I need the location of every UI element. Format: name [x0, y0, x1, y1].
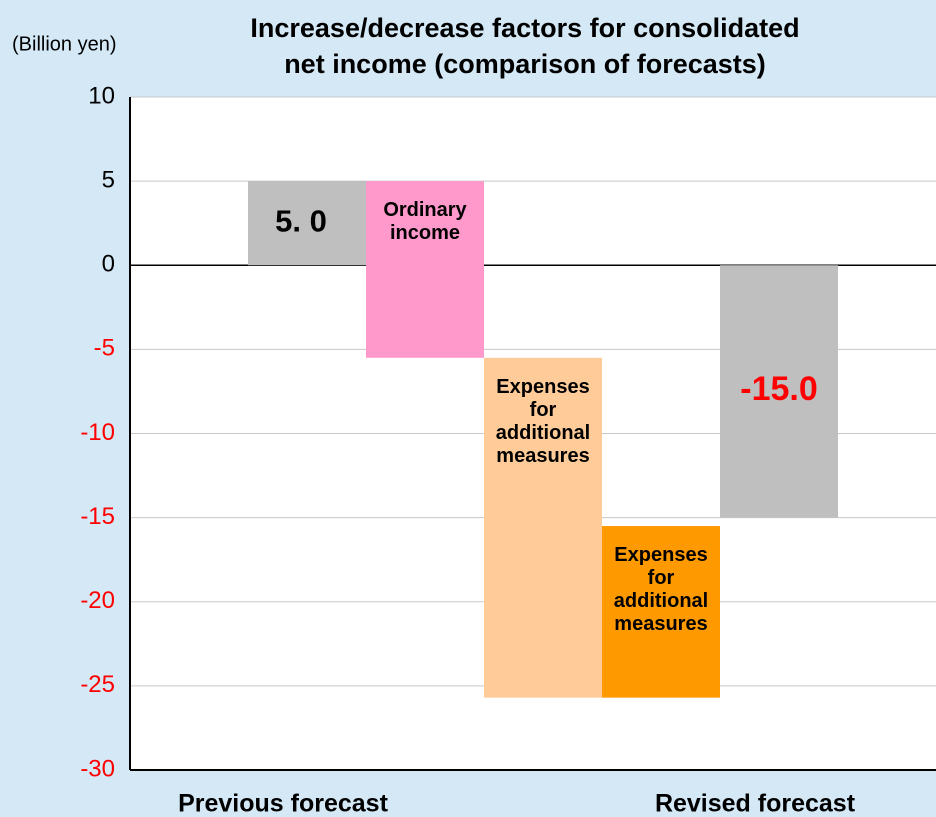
- y-tick-label: 5: [102, 166, 115, 193]
- chart-title: Increase/decrease factors for consolidat…: [250, 13, 799, 43]
- value-label: 5. 0: [275, 203, 327, 238]
- bar-label: Ordinary income: [383, 199, 467, 245]
- bar: [484, 357, 602, 698]
- bar: [602, 526, 720, 698]
- bar: [248, 181, 366, 266]
- x-tick-label: Revised forecast: [655, 790, 856, 817]
- y-tick-label: -25: [80, 671, 115, 698]
- y-axis-label: (Billion yen): [12, 33, 116, 55]
- value-label: -15.0: [740, 370, 818, 408]
- bar: [366, 181, 484, 358]
- bar-label: Expenses for additional measures: [495, 375, 591, 467]
- y-tick-label: 0: [102, 251, 115, 278]
- x-tick-label: Previous forecast: [178, 790, 388, 817]
- bar-label: Expenses for additional measures: [613, 544, 709, 636]
- y-tick-label: -15: [80, 503, 115, 530]
- y-tick-label: -5: [94, 335, 115, 362]
- y-tick-label: -10: [80, 419, 115, 446]
- y-tick-label: 10: [88, 82, 115, 109]
- y-tick-label: -30: [80, 755, 115, 782]
- y-tick-label: -20: [80, 587, 115, 614]
- bar: [720, 265, 838, 518]
- chart-title: net income (comparison of forecasts): [284, 49, 766, 79]
